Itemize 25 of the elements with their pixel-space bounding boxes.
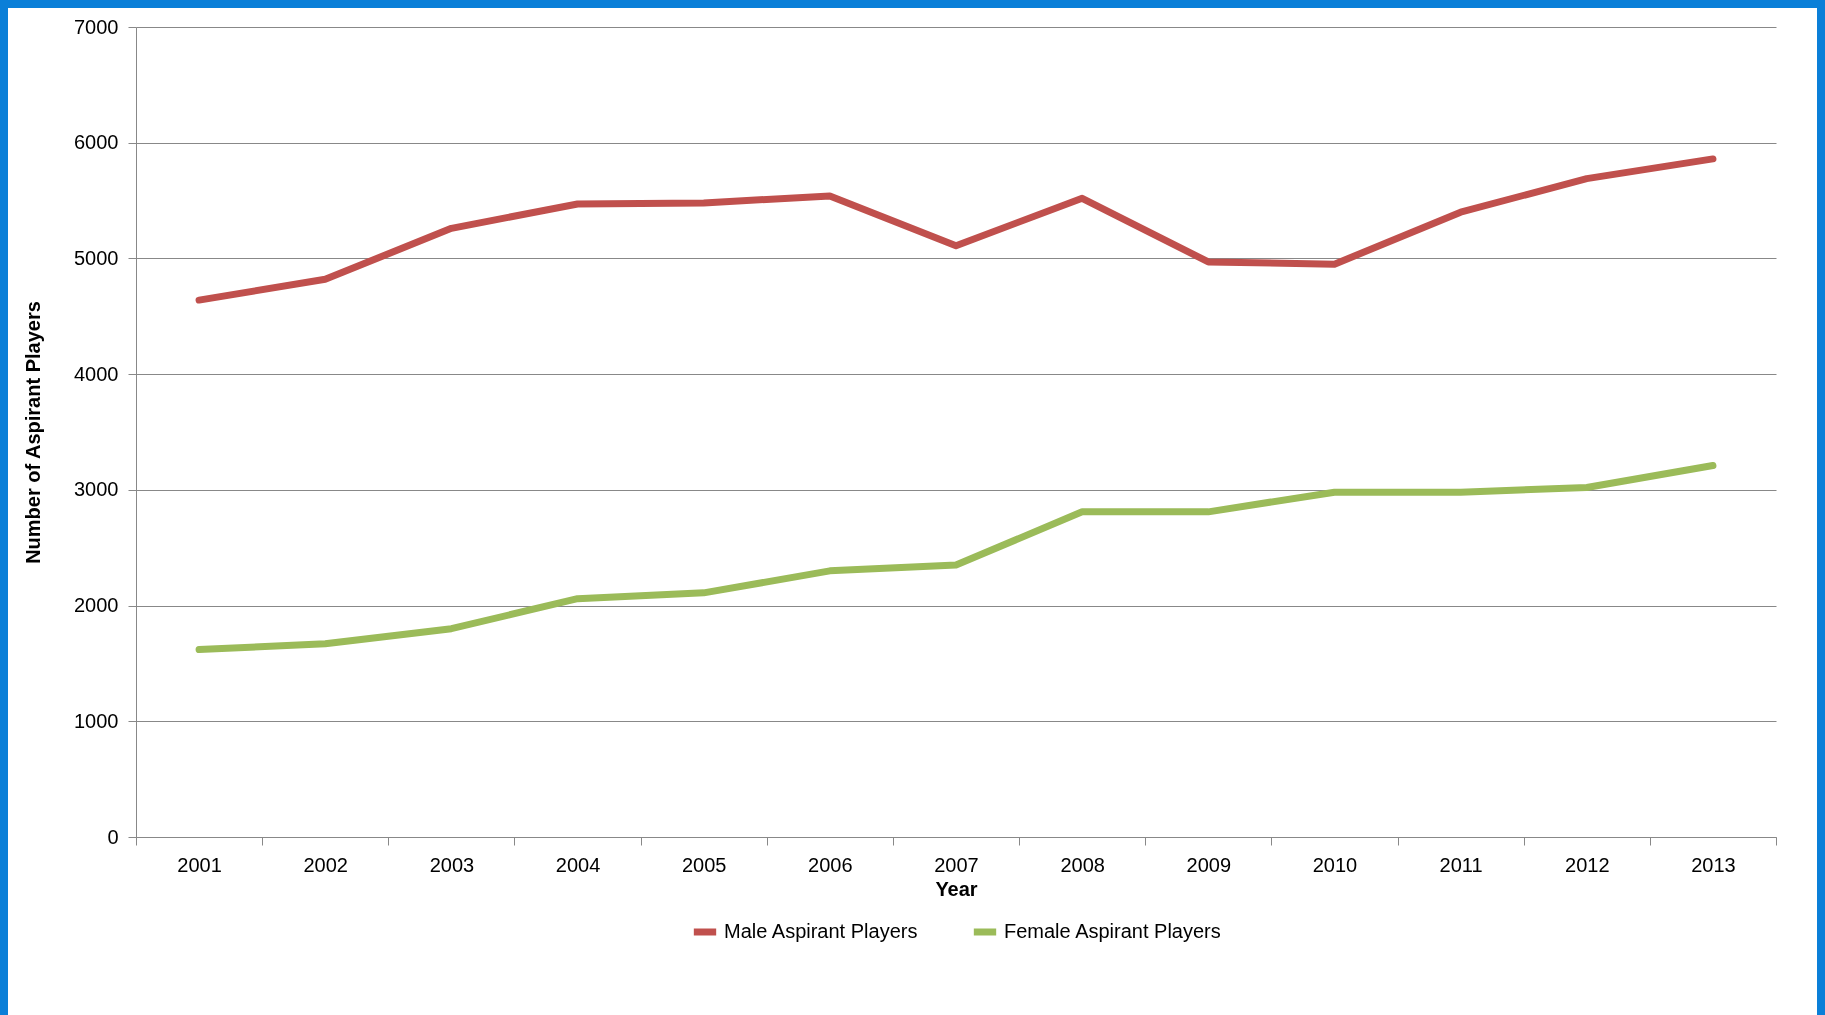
x-tick-label: 2007 [934, 853, 979, 876]
x-tick-label: 2004 [555, 853, 601, 876]
x-tick-label: 2002 [303, 853, 348, 876]
legend-label: Female Aspirant Players [1004, 920, 1221, 942]
y-tick-label: 7000 [74, 15, 119, 38]
y-tick-label: 5000 [74, 246, 119, 269]
x-tick-label: 2003 [429, 853, 475, 876]
x-tick-label: 2012 [1565, 853, 1610, 876]
x-tick-label: 2008 [1060, 853, 1105, 876]
x-axis-title: Year [935, 877, 978, 900]
x-tick-label: 2009 [1186, 853, 1232, 876]
x-tick-label: 2013 [1691, 853, 1736, 876]
x-tick-label: 2001 [177, 853, 222, 876]
legend-label: Male Aspirant Players [724, 920, 918, 942]
y-tick-label: 0 [107, 825, 119, 848]
y-axis-title: Number of Aspirant Players [22, 301, 45, 564]
y-tick-label: 3000 [74, 478, 119, 501]
x-tick-label: 2011 [1439, 853, 1483, 876]
y-tick-label: 6000 [74, 131, 119, 154]
y-tick-label: 4000 [74, 362, 119, 385]
y-tick-label: 2000 [74, 594, 119, 617]
x-tick-label: 2010 [1312, 853, 1358, 876]
x-tick-label: 2006 [808, 853, 853, 876]
y-tick-label: 1000 [74, 709, 119, 732]
x-tick-label: 2005 [681, 853, 727, 876]
